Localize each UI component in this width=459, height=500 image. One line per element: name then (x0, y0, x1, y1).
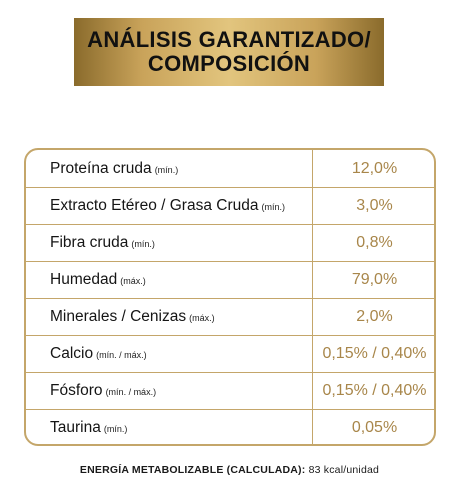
row-separator (26, 224, 434, 225)
row-qualifier: (mín.) (131, 239, 155, 249)
row-value: 12,0% (351, 160, 398, 177)
row-label: Minerales / Cenizas (máx.) (50, 308, 215, 325)
row-qualifier: (mín.) (103, 424, 128, 434)
table-row-minerales: Minerales / Cenizas (máx.) 2,0% (26, 298, 434, 335)
row-value: 3,0% (356, 197, 393, 214)
table-row-proteina: Proteína cruda (mín.) 12,0% (26, 150, 434, 187)
row-value: 79,0% (351, 271, 398, 288)
table-row-calcio: Calcio (mín. / máx.) 0,15% / 0,40% (26, 335, 434, 372)
nutrition-table: Proteína cruda (mín.) 12,0% Extracto Etér… (24, 148, 436, 446)
row-separator (26, 372, 434, 373)
row-qualifier: (mín. / máx.) (105, 387, 157, 397)
table-row-fibra: Fibra cruda (mín.) 0,8% (26, 224, 434, 261)
table-row-extracto-etereo: Extracto Etéreo / Grasa Cruda (mín.) 3,0% (26, 187, 434, 224)
row-value: 2,0% (356, 308, 393, 325)
row-label: Taurina (mín.) (50, 419, 128, 436)
row-value: 0,8% (356, 234, 393, 251)
row-label: Calcio (mín. / máx.) (50, 345, 147, 362)
row-qualifier: (máx.) (120, 276, 146, 286)
table-row-humedad: Humedad (máx.) 79,0% (26, 261, 434, 298)
table-row-taurina: Taurina (mín.) 0,05% (26, 409, 434, 444)
energy-value: 83 kcal/unidad (308, 464, 380, 476)
row-label: Humedad (máx.) (50, 271, 146, 288)
row-label: Fibra cruda (mín.) (50, 234, 155, 251)
table-row-fosforo: Fósforo (mín. / máx.) 0,15% / 0,40% (26, 372, 434, 409)
row-qualifier: (máx.) (189, 313, 215, 323)
row-label: Extracto Etéreo / Grasa Cruda (mín.) (50, 197, 285, 214)
row-separator (26, 187, 434, 188)
row-label: Proteína cruda (mín.) (50, 160, 179, 177)
row-qualifier: (mín.) (261, 202, 285, 212)
row-qualifier: (mín. / máx.) (96, 350, 147, 360)
row-value: 0,05% (351, 419, 398, 436)
title-line-2: COMPOSICIÓN (147, 51, 311, 76)
row-separator (26, 261, 434, 262)
energy-label: ENERGÍA METABOLIZABLE (CALCULADA): (79, 464, 306, 476)
row-label: Fósforo (mín. / máx.) (50, 382, 157, 399)
row-separator (26, 335, 434, 336)
row-separator (26, 298, 434, 299)
row-qualifier: (mín.) (154, 165, 179, 175)
title-line-1: ANÁLISIS GARANTIZADO/ (87, 27, 371, 52)
row-separator (26, 409, 434, 410)
row-value: 0,15% / 0,40% (322, 382, 427, 399)
column-divider (312, 150, 313, 444)
energy-footer: ENERGÍA METABOLIZABLE (CALCULADA): 83 kc… (0, 464, 459, 476)
title-banner: ANÁLISIS GARANTIZADO/ COMPOSICIÓN (74, 18, 384, 86)
row-value: 0,15% / 0,40% (322, 345, 427, 362)
